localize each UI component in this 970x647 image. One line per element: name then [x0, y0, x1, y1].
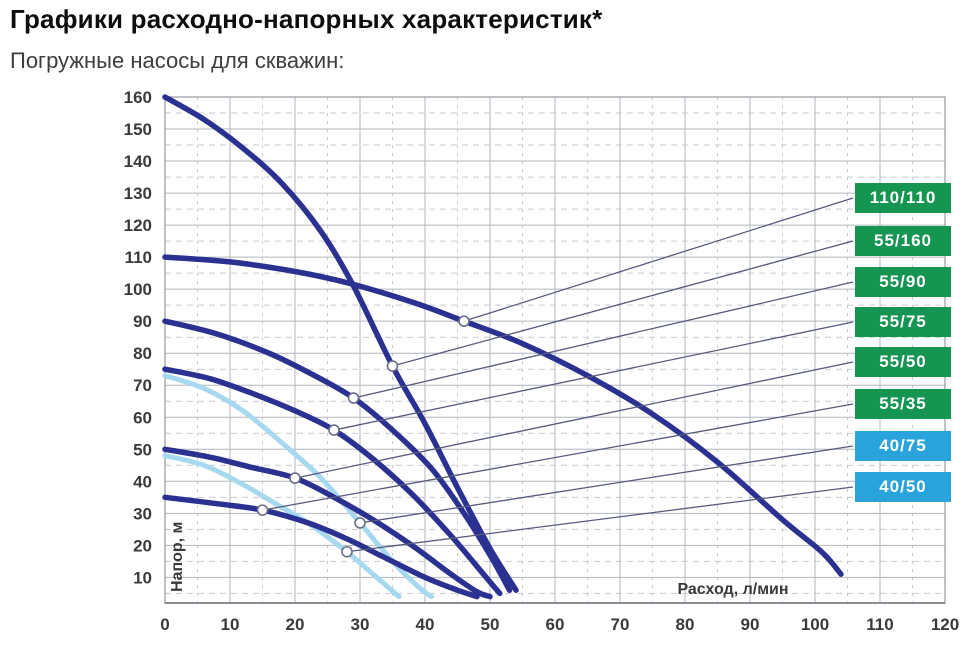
y-tick-label: 150: [124, 120, 152, 139]
curve-55-35: [162, 494, 480, 600]
x-tick-label: 30: [351, 615, 370, 634]
curve-55-75: [162, 366, 503, 597]
y-tick-label: 120: [124, 216, 152, 235]
y-tick-label: 130: [124, 184, 152, 203]
curve-110-110: [162, 254, 844, 577]
marker-55-90: [347, 392, 360, 404]
x-tick-label: 40: [416, 615, 435, 634]
y-tick-label: 110: [125, 248, 152, 267]
marker-55-160: [386, 360, 399, 372]
badge-55-35: 55/35: [855, 389, 951, 419]
marker-40-75: [354, 517, 366, 529]
callout-line-55-75: [333, 321, 854, 431]
marker-55-35: [256, 504, 269, 516]
badge-40-50: 40/50: [855, 472, 951, 502]
marker-40-50: [341, 545, 353, 558]
badge-55-50: 55/50: [855, 347, 951, 377]
x-tick-label: 120: [931, 615, 959, 634]
y-tick-label: 160: [124, 88, 152, 107]
x-tick-label: 50: [481, 615, 500, 634]
y-tick-label: 50: [133, 440, 152, 459]
x-tick-label: 10: [221, 615, 240, 634]
x-tick-label: 110: [866, 615, 893, 634]
x-tick-label: 90: [741, 615, 760, 634]
callout-line-40-75: [359, 445, 854, 524]
curve-55-160: [162, 94, 519, 593]
callout-line-40-50: [346, 486, 854, 553]
curve-55-50: [162, 446, 493, 600]
curve-markers: [256, 315, 470, 558]
x-tick-label: 60: [546, 615, 565, 634]
x-axis-label: Расход, л/мин: [677, 581, 788, 598]
y-tick-label: 100: [124, 280, 152, 299]
y-tick-label: 40: [133, 472, 152, 491]
y-tick-label: 20: [133, 536, 152, 555]
curve-40-75: [162, 373, 434, 600]
callout-line-55-35: [262, 403, 854, 511]
y-tick-label: 30: [133, 504, 152, 523]
callout-line-55-90: [353, 281, 854, 399]
x-tick-label: 80: [676, 615, 695, 634]
y-tick-label: 60: [133, 408, 152, 427]
badge-40-75: 40/75: [855, 431, 951, 461]
x-tick-label: 0: [160, 615, 169, 634]
tick-labels: 0 10 20 30 40 50 60 70 80 90 100 110 120 10 20 30 40 50 60…: [124, 88, 960, 634]
x-tick-label: 100: [801, 615, 829, 634]
badge-55-75: 55/75: [855, 307, 951, 337]
curves: [162, 94, 844, 600]
marker-110-110: [458, 315, 470, 327]
callout-lines: [262, 197, 854, 553]
y-tick-label: 70: [133, 376, 152, 395]
x-tick-label: 20: [286, 615, 305, 634]
callout-line-55-160: [392, 240, 854, 367]
badge-55-160: 55/160: [855, 226, 951, 256]
y-tick-label: 80: [133, 344, 152, 363]
grid-major: [165, 97, 945, 603]
badge-55-90: 55/90: [855, 267, 951, 297]
badge-110-110: 110/110: [855, 183, 951, 213]
curve-40-50: [162, 453, 402, 600]
callout-line-55-50: [294, 361, 854, 479]
marker-55-50: [289, 472, 301, 484]
y-axis-label: Напор, м: [169, 522, 186, 592]
marker-55-75: [328, 424, 340, 436]
page-subtitle: Погружные насосы для скважин:: [10, 48, 345, 73]
y-tick-label: 90: [133, 312, 152, 331]
y-tick-label: 140: [124, 152, 152, 171]
page-title: Графики расходно-напорных характеристик*: [10, 4, 603, 34]
callout-line-110-110: [463, 197, 854, 322]
x-tick-label: 70: [611, 615, 630, 634]
y-tick-label: 10: [133, 568, 152, 587]
